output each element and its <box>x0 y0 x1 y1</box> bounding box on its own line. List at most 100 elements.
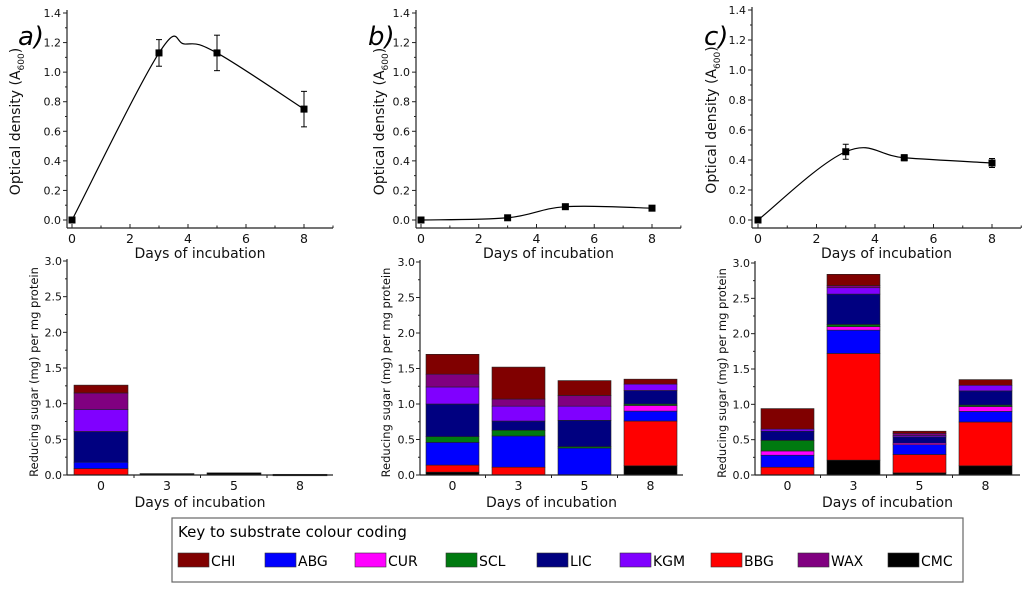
bar-segment-abg <box>760 454 815 468</box>
y-tick-label: 0.0 <box>398 469 416 482</box>
bar-segment-cmc <box>958 465 1013 476</box>
bar-segment-cur <box>826 326 881 331</box>
bar-segment-bbg <box>958 421 1013 467</box>
bar-segment-cmc <box>623 465 678 476</box>
y-axis-title: Optical density (A600) <box>372 48 391 195</box>
bar-segment-lic <box>760 430 815 441</box>
bar-segment-kgm <box>826 287 881 295</box>
x-axis-title: Days of incubation <box>821 246 952 262</box>
bar-segment-abg <box>491 435 546 468</box>
legend-label: SCL <box>479 554 506 570</box>
data-point <box>988 159 996 167</box>
x-tick-label: 8 <box>648 231 656 246</box>
x-tick-label: 0 <box>784 478 792 493</box>
data-point <box>648 204 656 212</box>
bar-segment-scl <box>826 324 881 327</box>
bar-segment-bbg <box>73 468 129 476</box>
y-tick-label: 0.0 <box>393 214 411 227</box>
legend-item-cur: CUR <box>354 552 418 570</box>
legend-swatch <box>445 552 478 568</box>
x-axis-title: Days of incubation <box>135 246 266 262</box>
data-point <box>300 105 308 113</box>
sugar-chart-2: 0.0 0.5 1.0 1.5 2.0 2.5 3.0 0 3 5 8 Days of incubat… <box>379 256 683 511</box>
bar-segment-wax <box>425 373 480 388</box>
y-tick-label: 1.2 <box>729 34 747 47</box>
bar-segment-wax <box>491 398 546 407</box>
bar-segment-cur <box>623 405 678 412</box>
legend-swatch <box>619 552 652 568</box>
bar-segment-abg <box>892 444 947 455</box>
y-tick-label: 0.0 <box>45 469 63 482</box>
y-tick-label: 3.0 <box>398 256 416 269</box>
bar-segment-kgm <box>760 428 815 432</box>
x-axis-title: Days of incubation <box>822 495 953 511</box>
data-point <box>213 49 221 57</box>
legend-label: CMC <box>921 554 953 570</box>
x-axis-title: Days of incubation <box>486 495 617 511</box>
x-tick-label: 2 <box>475 231 483 246</box>
bar-segment-abg <box>73 461 129 469</box>
y-tick-label: 1.5 <box>45 362 63 375</box>
x-tick-label: 8 <box>300 231 308 246</box>
bar-segment-cur <box>760 450 815 456</box>
x-tick-label: 3 <box>515 478 523 493</box>
panel-label: b) <box>368 22 395 52</box>
x-tick-label: 3 <box>850 478 858 493</box>
legend-box: Key to substrate colour coding CHI ABG CUR S… <box>171 517 964 583</box>
legend-swatch <box>710 552 743 568</box>
bar-segment-scl <box>425 436 480 443</box>
y-axis-title: Optical density (A600) <box>8 48 27 195</box>
legend-title: Key to substrate colour coding <box>178 523 407 541</box>
x-tick-label: 0 <box>449 478 457 493</box>
x-tick-label: 6 <box>930 231 938 246</box>
x-tick-label: 2 <box>126 231 134 246</box>
legend-label: WAX <box>831 554 864 570</box>
y-tick-label: 3.0 <box>45 255 63 268</box>
data-point <box>504 214 512 222</box>
bar-segment-wax <box>892 433 947 436</box>
bar-segment-bbg <box>491 466 546 476</box>
y-tick-label: 1.5 <box>398 363 416 376</box>
bar-segment-lic <box>623 390 678 405</box>
x-axis-title: Days of incubation <box>135 495 266 511</box>
y-axis-title: Reducing sugar (mg) per mg protein <box>715 268 729 478</box>
bar-segment-abg <box>826 329 881 354</box>
bar-segment-chi <box>760 408 815 430</box>
bar-segment-bbg <box>892 454 947 474</box>
legend-label: BBG <box>744 554 774 570</box>
y-tick-label: 0.4 <box>729 154 747 167</box>
y-tick-label: 2.0 <box>398 327 416 340</box>
x-tick-label: 3 <box>163 478 171 493</box>
legend-swatch <box>177 552 210 568</box>
legend-item-kgm: KGM <box>619 552 685 570</box>
y-tick-label: 1.0 <box>729 64 747 77</box>
bar-segment-abg <box>425 442 480 466</box>
bar-segment-cur <box>958 406 1013 412</box>
data-point <box>842 148 850 156</box>
data-point <box>900 154 908 162</box>
y-tick-label: 0.4 <box>44 155 62 168</box>
y-tick-label: 1.2 <box>44 37 62 50</box>
legend-swatch <box>536 552 569 568</box>
bar-stack <box>958 379 1013 476</box>
y-tick-label: 0.4 <box>393 155 411 168</box>
y-tick-label: 1.5 <box>733 363 751 376</box>
x-tick-label: 6 <box>242 231 250 246</box>
sugar-chart-3: 0.0 0.5 1.0 1.5 2.0 2.5 3.0 0 3 5 8 Days of incubat… <box>715 257 1020 511</box>
y-tick-label: 0.0 <box>44 214 62 227</box>
y-axis-title: Reducing sugar (mg) per mg protein <box>27 267 41 477</box>
bar-segment-lic <box>826 293 881 325</box>
od-chart-3: c) 0.0 0.2 0.4 0.6 0.8 1.0 1.2 1.4 0 2 4 6 8 Days of i… <box>704 4 1022 262</box>
bar-segment-kgm <box>425 386 480 405</box>
x-tick-label: 4 <box>184 231 192 246</box>
bar-segment-wax <box>826 285 881 289</box>
x-tick-label: 2 <box>813 231 821 246</box>
y-tick-label: 0.2 <box>393 184 411 197</box>
fit-curve <box>420 205 653 221</box>
data-point <box>417 216 425 224</box>
legend-item-cmc: CMC <box>887 552 953 570</box>
y-tick-label: 0.8 <box>393 96 411 109</box>
y-tick-label: 1.0 <box>733 398 751 411</box>
y-axis-title: Optical density (A600) <box>704 46 723 193</box>
legend-label: CUR <box>388 554 418 570</box>
